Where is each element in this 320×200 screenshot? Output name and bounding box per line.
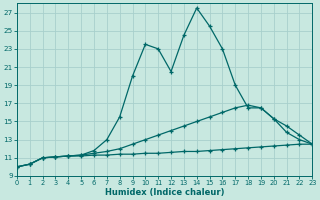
X-axis label: Humidex (Indice chaleur): Humidex (Indice chaleur) [105, 188, 224, 197]
